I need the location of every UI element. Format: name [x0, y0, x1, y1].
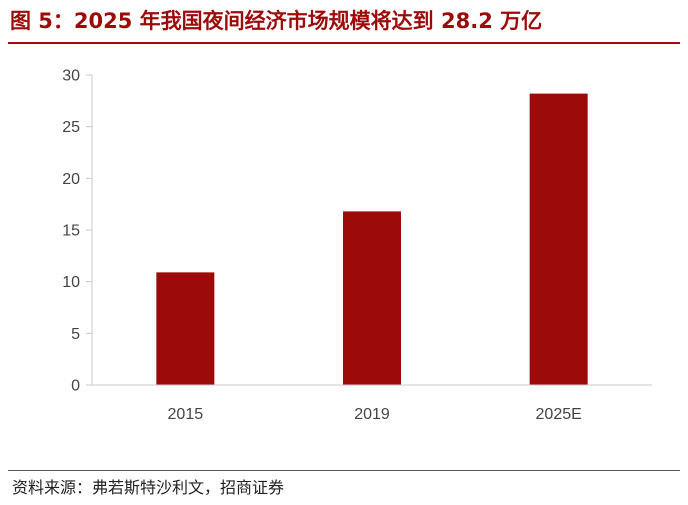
y-tick-label: 30 [62, 68, 80, 85]
source-divider [8, 470, 680, 471]
title-divider [8, 42, 680, 44]
bar-2025E [529, 93, 588, 385]
y-tick-label: 15 [62, 223, 80, 240]
bar-2015 [156, 272, 215, 385]
y-tick-label: 25 [62, 119, 80, 136]
y-tick-label: 10 [62, 274, 80, 291]
y-tick-label: 20 [62, 171, 80, 188]
x-axis: 2015 2019 2025E [92, 384, 652, 423]
x-tick-label: 2025E [536, 406, 582, 423]
y-axis: 0 5 10 15 20 25 30 [62, 68, 93, 395]
source-note: 资料来源：弗若斯特沙利文，招商证券 [12, 478, 285, 497]
figure-title: 图 5：2025 年我国夜间经济市场规模将达到 28.2 万亿 [10, 9, 543, 33]
bar-series [156, 93, 588, 385]
x-tick-label: 2019 [354, 406, 390, 423]
x-tick-label: 2015 [168, 406, 204, 423]
y-tick-label: 0 [71, 378, 80, 395]
y-tick-label: 5 [71, 326, 80, 343]
bar-2019 [343, 211, 401, 385]
bar-chart: 0 5 10 15 20 25 30 2015 2019 2025E [62, 68, 652, 423]
